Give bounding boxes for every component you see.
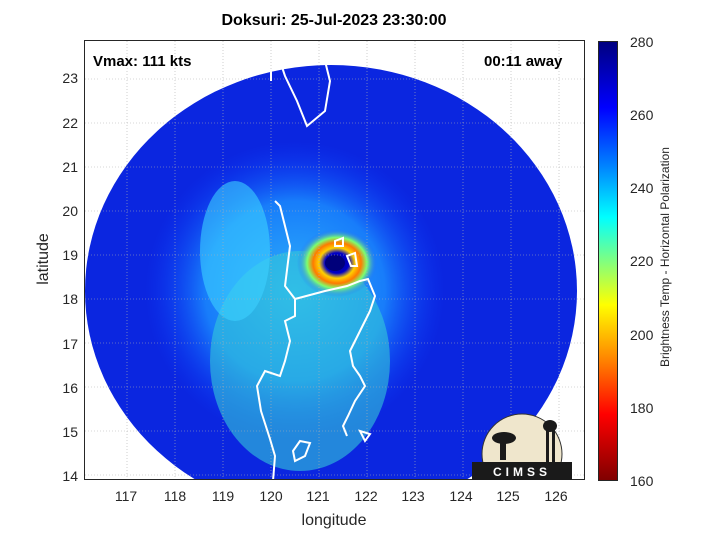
logo-text: CIMSS: [493, 465, 551, 479]
y-axis-label: latitude: [35, 233, 52, 285]
xtick-label: 124: [449, 488, 473, 504]
vmax-label: Vmax: 111 kts: [93, 53, 192, 70]
colorbar-tick: 160: [630, 473, 654, 489]
xtick-label: 122: [354, 488, 378, 504]
colorbar-tick: 260: [630, 107, 654, 123]
x-axis-label: longitude: [301, 512, 367, 529]
ytick-label: 15: [62, 424, 78, 440]
colorbar-tick: 200: [630, 327, 654, 343]
ytick-label: 17: [62, 336, 78, 352]
colorbar: [598, 41, 618, 481]
colorbar-tick: 280: [630, 34, 654, 50]
xtick-label: 125: [496, 488, 520, 504]
ytick-label: 20: [62, 203, 78, 219]
xtick-label: 126: [544, 488, 568, 504]
ytick-label: 19: [62, 247, 78, 263]
coastline: [85, 41, 377, 479]
colorbar-tick: 240: [630, 180, 654, 196]
chart-title: Doksuri: 25-Jul-2023 23:30:00: [221, 12, 447, 29]
xtick-label: 118: [163, 488, 187, 504]
xtick-label: 120: [259, 488, 283, 504]
ytick-label: 23: [62, 70, 78, 86]
ytick-label: 14: [62, 468, 78, 484]
time-away-label: 00:11 away: [484, 53, 563, 70]
eye: [325, 255, 345, 271]
colorbar-tick: 220: [630, 253, 654, 269]
xtick-label: 123: [401, 488, 425, 504]
rain-band: [200, 181, 270, 321]
cimss-logo: CIMSS: [472, 413, 572, 480]
xtick-label: 117: [114, 488, 138, 504]
xtick-label: 119: [211, 488, 235, 504]
map-svg: [85, 41, 584, 479]
ytick-label: 18: [62, 291, 78, 307]
colorbar-tick: 180: [630, 400, 654, 416]
xtick-label: 121: [306, 488, 330, 504]
ytick-label: 16: [62, 380, 78, 396]
ytick-label: 21: [62, 159, 78, 175]
colorbar-label: Brightness Temp - Horizontal Polarizatio…: [658, 147, 672, 367]
map-panel: [84, 40, 585, 480]
ytick-label: 22: [62, 115, 78, 131]
